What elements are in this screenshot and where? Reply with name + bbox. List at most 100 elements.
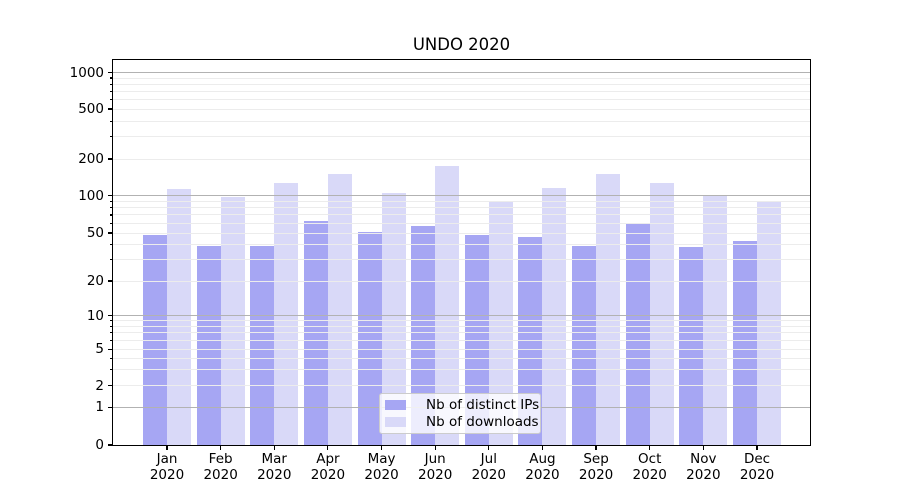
y-tick-minor xyxy=(110,77,113,79)
gridline-minor xyxy=(113,259,810,261)
gridline-minor xyxy=(113,244,810,246)
gridline-minor xyxy=(113,369,810,371)
gridline-minor xyxy=(113,214,810,216)
x-tick xyxy=(327,445,329,450)
x-tick xyxy=(756,445,758,450)
gridline-minor xyxy=(113,348,810,350)
y-tick-minor xyxy=(110,222,113,224)
x-tick-label: Oct 2020 xyxy=(632,451,667,483)
x-tick-label: May 2020 xyxy=(364,451,399,483)
y-tick-minor xyxy=(110,325,113,327)
x-tick xyxy=(702,445,704,450)
y-tick-minor xyxy=(110,339,113,341)
gridline-minor xyxy=(113,77,810,79)
bar-distinct-ips xyxy=(572,246,597,445)
x-tick-label: Jan 2020 xyxy=(149,451,185,483)
y-tick-minor xyxy=(110,108,113,110)
y-tick-label: 500 xyxy=(78,101,104,117)
bar-downloads xyxy=(274,182,299,445)
bar-distinct-ips xyxy=(625,224,650,445)
gridline-minor xyxy=(113,108,810,110)
bar-distinct-ips xyxy=(250,246,275,445)
gridline-minor xyxy=(113,357,810,359)
gridline-minor xyxy=(113,207,810,209)
y-tick-minor xyxy=(110,280,113,282)
x-tick xyxy=(541,445,544,450)
legend-swatch-distinct-ips xyxy=(385,400,406,411)
x-tick-label: Dec 2020 xyxy=(739,451,775,483)
y-tick-label: 50 xyxy=(86,225,104,241)
y-tick-minor xyxy=(110,136,113,138)
plot-area xyxy=(112,59,811,446)
y-tick-label: 1000 xyxy=(69,64,104,81)
gridline-minor xyxy=(113,200,810,202)
legend-item-downloads: Nb of downloads xyxy=(385,414,539,430)
y-tick-minor xyxy=(110,244,113,246)
gridline-minor xyxy=(113,385,810,387)
bar-distinct-ips xyxy=(357,231,382,445)
y-tick-minor xyxy=(110,368,113,371)
y-tick-label: 200 xyxy=(78,151,104,167)
gridline-minor xyxy=(113,136,810,138)
x-tick xyxy=(273,445,275,450)
y-tick-minor xyxy=(110,357,113,359)
y-tick-minor xyxy=(110,385,113,387)
x-tick-label: Jul 2020 xyxy=(471,451,506,483)
y-tick-label: 2 xyxy=(95,377,104,394)
legend-label-distinct-ips: Nb of distinct IPs xyxy=(426,397,540,414)
chart-title: UNDO 2020 xyxy=(412,35,511,54)
y-tick-minor xyxy=(110,83,113,85)
y-tick-minor xyxy=(110,332,113,334)
gridline-minor xyxy=(113,332,810,334)
legend: Nb of distinct IPs Nb of downloads xyxy=(379,393,541,434)
legend-label-downloads: Nb of downloads xyxy=(426,413,539,430)
y-tick-minor xyxy=(110,158,113,160)
x-tick xyxy=(434,445,436,450)
y-tick-label: 0 xyxy=(95,437,104,453)
y-tick-minor xyxy=(110,120,113,122)
bar-downloads xyxy=(220,197,245,445)
y-tick xyxy=(108,71,113,74)
x-tick-label: Mar 2020 xyxy=(257,451,292,483)
gridline-major xyxy=(113,315,810,316)
y-tick xyxy=(108,314,113,317)
gridline-minor xyxy=(113,222,810,224)
y-tick xyxy=(108,406,113,408)
bar-downloads xyxy=(327,173,352,445)
gridline-minor xyxy=(113,98,810,100)
y-tick xyxy=(108,444,113,446)
gridline-minor xyxy=(113,90,810,92)
gridline-minor xyxy=(113,83,810,85)
bar-downloads xyxy=(542,188,567,445)
y-tick xyxy=(108,195,113,197)
gridline-minor xyxy=(113,325,810,327)
y-tick-minor xyxy=(110,207,113,209)
bar-distinct-ips xyxy=(733,240,757,445)
y-tick-label: 100 xyxy=(78,187,104,204)
x-tick xyxy=(380,445,383,450)
x-tick xyxy=(595,445,597,450)
x-tick-label: Aug 2020 xyxy=(525,451,560,483)
gridline-minor xyxy=(113,120,810,122)
y-tick-minor xyxy=(110,98,113,100)
y-tick-minor xyxy=(110,232,113,234)
gridline-minor xyxy=(113,280,810,282)
gridline-minor xyxy=(113,158,810,160)
x-tick xyxy=(166,445,168,450)
gridline-major xyxy=(113,195,810,197)
x-tick-label: Feb 2020 xyxy=(203,451,238,483)
bar-distinct-ips xyxy=(196,246,221,445)
x-tick xyxy=(488,445,490,450)
gridline-major xyxy=(113,72,810,73)
bar-downloads xyxy=(167,188,191,445)
y-tick-minor xyxy=(110,320,113,322)
y-tick-minor xyxy=(110,90,113,92)
gridline-minor xyxy=(113,232,810,234)
legend-item-distinct-ips: Nb of distinct IPs xyxy=(385,397,539,413)
y-tick-label: 10 xyxy=(86,307,104,324)
bar-distinct-ips xyxy=(679,247,704,445)
y-tick-minor xyxy=(110,259,113,261)
